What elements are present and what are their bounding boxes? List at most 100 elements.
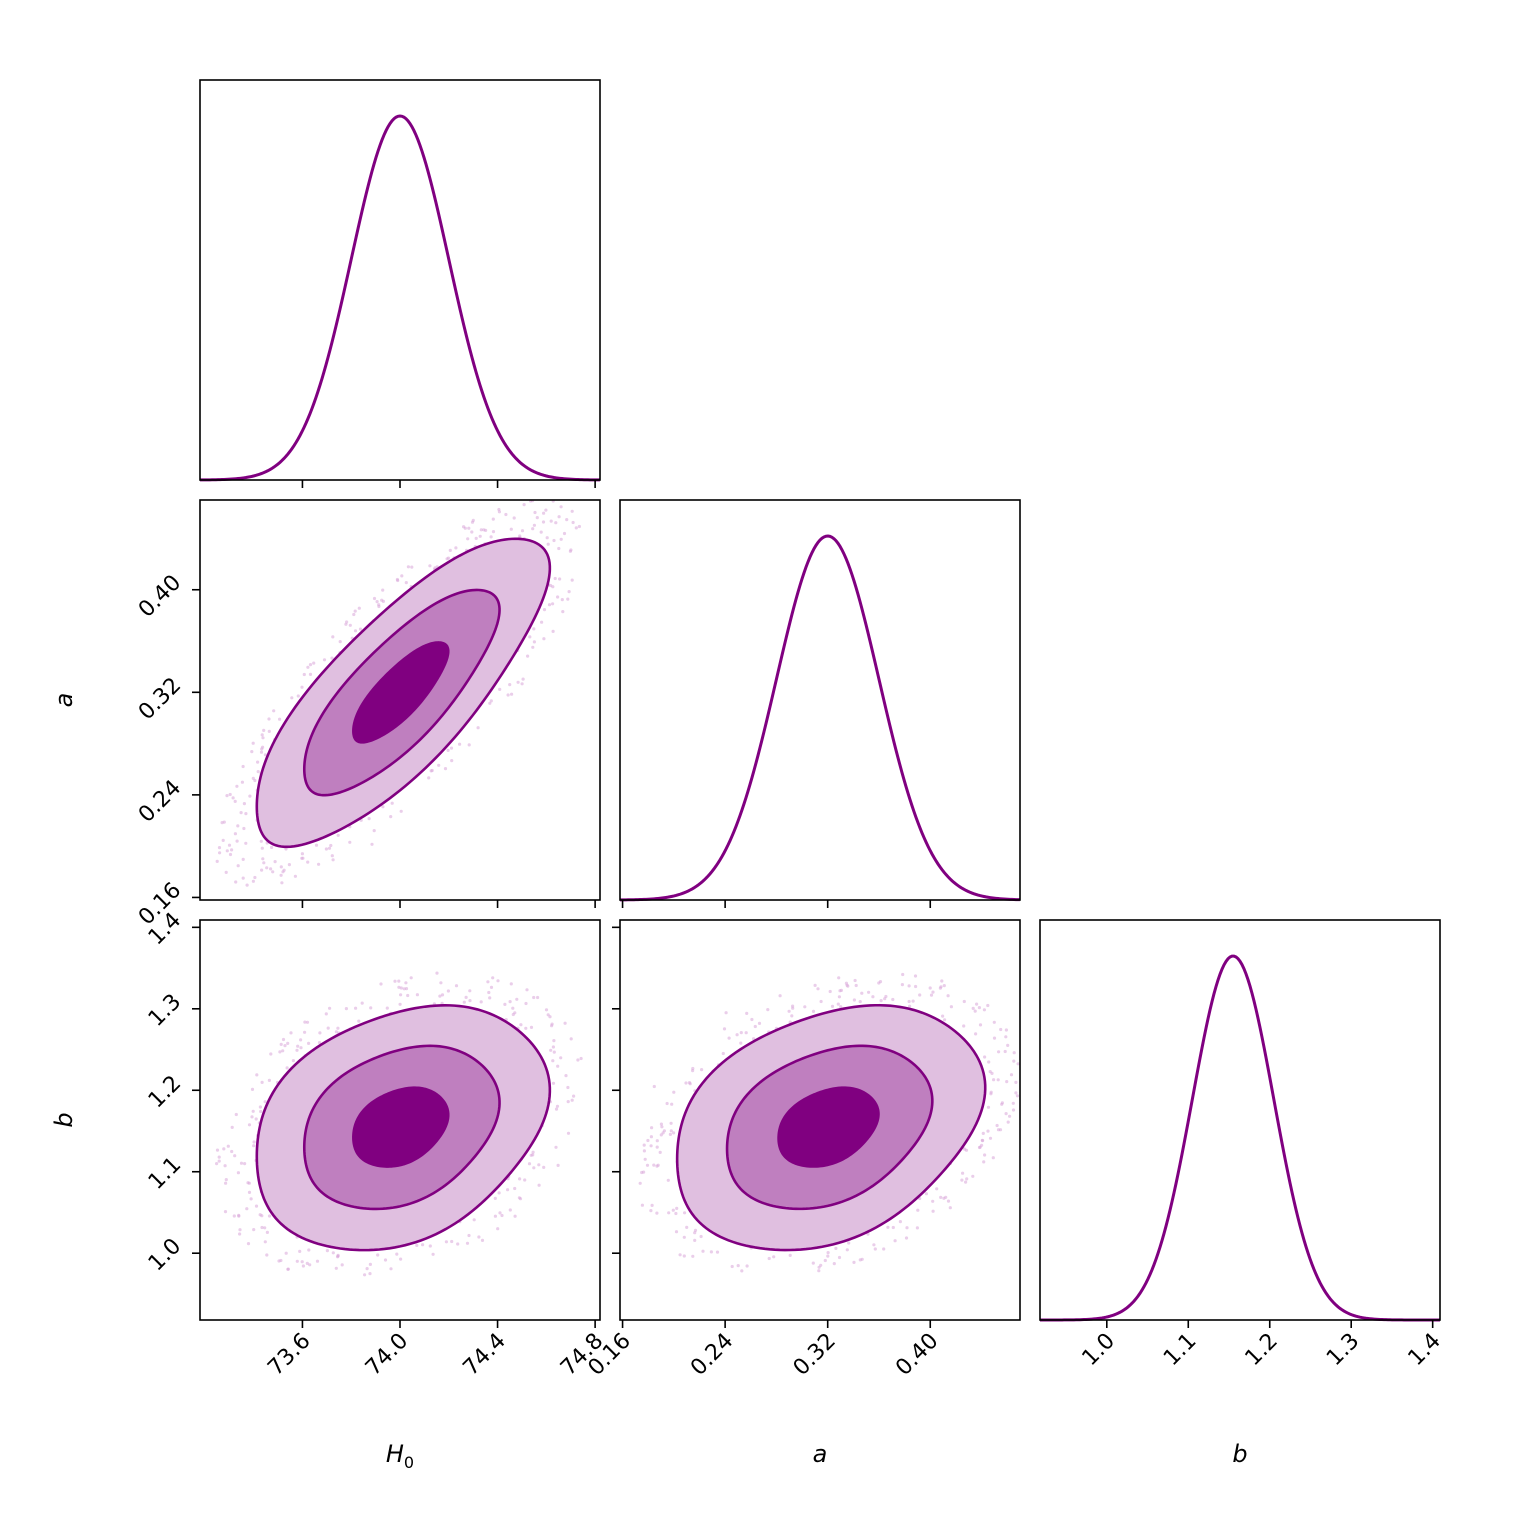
scatter-point: [331, 635, 335, 639]
scatter-point: [232, 1214, 236, 1218]
scatter-point: [655, 1145, 659, 1149]
scatter-point: [665, 1101, 669, 1106]
scatter-point: [730, 1264, 734, 1269]
scatter-point: [655, 1164, 659, 1168]
scatter-point: [506, 693, 510, 697]
scatter-point: [872, 1243, 876, 1247]
scatter-point: [1014, 1080, 1018, 1084]
scatter-point: [837, 976, 841, 980]
scatter-point: [215, 859, 219, 864]
scatter-point: [393, 979, 397, 983]
scatter-point: [553, 576, 557, 581]
scatter-point: [267, 1214, 272, 1218]
scatter-point: [217, 1159, 221, 1163]
scatter-point: [217, 846, 222, 850]
scatter-point: [487, 990, 491, 995]
scatter-point: [1015, 1094, 1020, 1098]
scatter-point: [1004, 1028, 1009, 1032]
scatter-point: [464, 995, 468, 1000]
scatter-point: [317, 862, 321, 866]
scatter-point: [675, 1206, 679, 1210]
scatter-point: [286, 1041, 290, 1045]
x-tick-label: 0.40: [891, 1329, 943, 1381]
scatter-point: [327, 846, 332, 850]
scatter-point: [900, 983, 905, 987]
scatter-point: [931, 990, 935, 994]
scatter-point: [296, 1044, 300, 1048]
scatter-point: [486, 980, 490, 984]
scatter-point: [574, 526, 578, 530]
scatter-point: [556, 1163, 560, 1167]
scatter-point: [551, 602, 555, 606]
scatter-point: [324, 847, 328, 851]
scatter-point: [279, 1042, 283, 1046]
scatter-point: [693, 1238, 697, 1242]
scatter-point: [672, 1090, 676, 1094]
scatter-point: [404, 987, 409, 991]
scatter-point: [250, 750, 254, 754]
scatter-point: [493, 1214, 497, 1218]
scatter-point: [496, 1227, 500, 1231]
scatter-point: [1000, 1102, 1004, 1106]
scatter-point: [660, 1125, 664, 1129]
scatter-point: [383, 1258, 388, 1262]
x-tick-label: 1.1: [1159, 1329, 1201, 1371]
scatter-point: [542, 511, 546, 515]
scatter-point: [650, 1203, 654, 1207]
scatter-point: [852, 998, 857, 1002]
scatter-point: [489, 699, 493, 703]
panel-frame: [619, 499, 1021, 901]
scatter-point: [244, 812, 248, 816]
scatter-point: [446, 556, 451, 560]
scatter-point: [549, 519, 553, 523]
x-tick-label: 1.3: [1322, 1329, 1364, 1371]
scatter-point: [468, 989, 472, 993]
scatter-point: [652, 1084, 656, 1089]
scatter-point: [557, 546, 561, 551]
scatter-point: [262, 861, 266, 865]
scatter-point: [986, 1129, 990, 1133]
scatter-point: [363, 1273, 367, 1277]
scatter-point: [322, 658, 327, 662]
scatter-point: [326, 1026, 330, 1030]
scatter-point: [256, 760, 260, 764]
scatter-point: [353, 609, 357, 613]
scatter-point: [836, 1002, 840, 1006]
scatter-point: [279, 865, 283, 869]
scatter-point: [645, 1163, 650, 1167]
scatter-point: [659, 1122, 664, 1126]
scatter-point: [263, 1226, 267, 1230]
scatter-point: [946, 994, 950, 998]
scatter-point: [215, 1148, 220, 1152]
x-axis-label-b: b: [1232, 1440, 1247, 1468]
scatter-point: [301, 1264, 305, 1268]
scatter-point: [988, 1136, 993, 1140]
scatter-point: [227, 843, 232, 847]
scatter-point: [721, 1051, 725, 1056]
scatter-point: [308, 672, 313, 677]
scatter-point: [385, 1006, 389, 1010]
scatter-point: [940, 979, 944, 983]
scatter-point: [285, 1066, 289, 1070]
scatter-point: [563, 1021, 567, 1025]
scatter-point: [336, 1255, 340, 1259]
scatter-point: [305, 1020, 310, 1024]
scatter-point: [299, 1038, 303, 1042]
scatter-point: [273, 860, 277, 864]
scatter-point: [942, 984, 946, 988]
scatter-point: [253, 875, 257, 880]
marginal-panel-H0: [199, 79, 601, 482]
scatter-point: [569, 1037, 573, 1041]
scatter-point: [722, 1027, 727, 1031]
scatter-point: [510, 692, 514, 696]
scatter-point: [649, 1209, 653, 1213]
scatter-point: [1008, 1114, 1012, 1118]
scatter-point: [542, 1165, 546, 1169]
scatter-point: [503, 1002, 507, 1007]
scatter-point: [691, 1254, 695, 1258]
scatter-point: [234, 880, 238, 884]
scatter-point: [368, 1262, 372, 1266]
marginal-panel-b: [1039, 919, 1441, 1322]
scatter-point: [971, 1174, 975, 1178]
scatter-point: [253, 778, 257, 783]
